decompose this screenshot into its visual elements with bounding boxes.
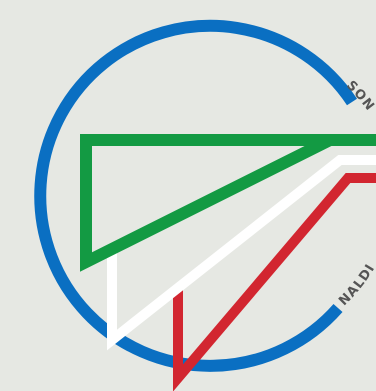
blue-ring-arc	[34, 19, 357, 372]
white-stripe	[107, 155, 376, 351]
green-stripe	[80, 134, 376, 272]
red-stripe	[173, 173, 376, 391]
